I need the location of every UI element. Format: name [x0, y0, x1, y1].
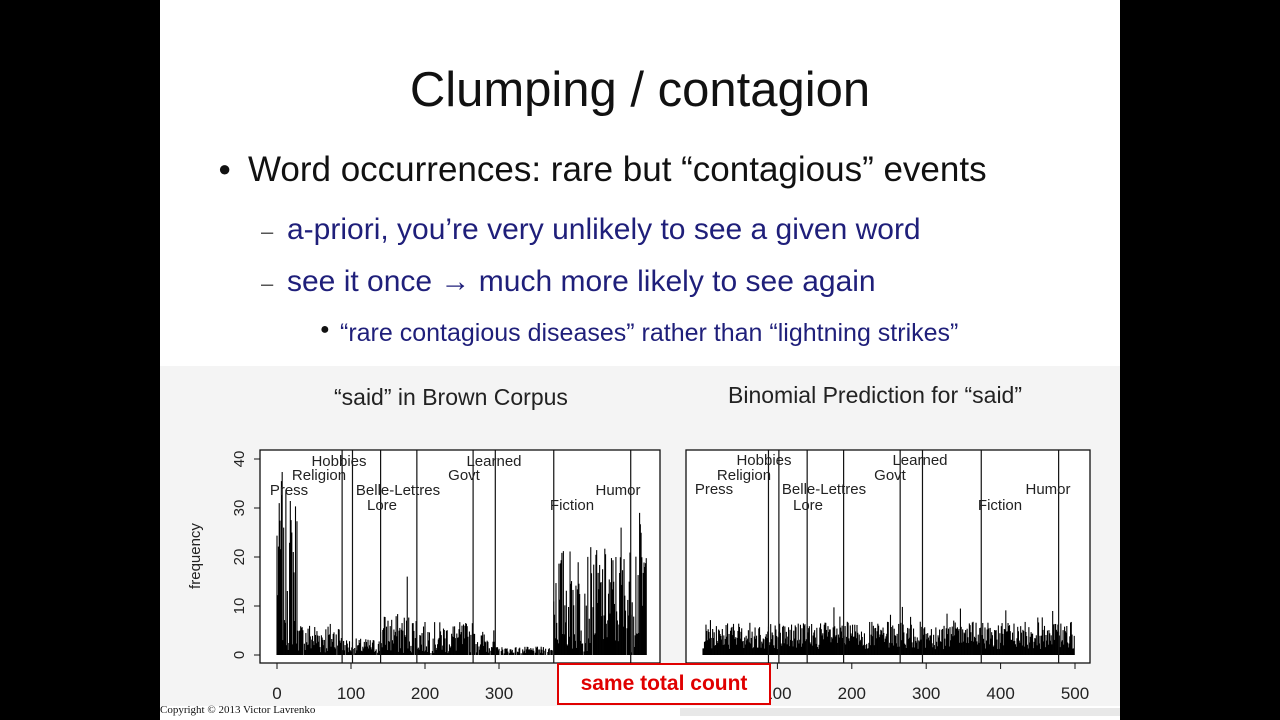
- bullet-dot-icon: ●: [320, 321, 330, 338]
- section-label: Fiction: [978, 497, 1022, 514]
- chart-2-title: Binomial Prediction for “said”: [728, 382, 1023, 408]
- section-label: Belle-Lettres: [356, 482, 440, 499]
- x-tick-label: 200: [838, 684, 866, 703]
- y-tick-label: 10: [231, 598, 248, 615]
- copyright: Copyright © 2013 Victor Lavrenko: [160, 704, 316, 716]
- y-tick-label: 0: [231, 651, 248, 659]
- sub-sub-bullet-1: ● “rare contagious diseases” rather than…: [320, 319, 959, 348]
- slide: Clumping / contagion ● Word occurrences:…: [160, 0, 1120, 720]
- sub-bullet-1: – a-priori, you’re very unlikely to see …: [261, 213, 921, 247]
- bullet-1-text: Word occurrences: rare but “contagious” …: [248, 150, 987, 189]
- x-tick-label: 400: [986, 684, 1014, 703]
- x-tick-label: 100: [337, 684, 365, 703]
- sub-bullet-2-text: see it once → much more likely to see ag…: [287, 265, 876, 298]
- sub-bullet-2: – see it once → much more likely to see …: [261, 265, 876, 299]
- x-tick-label: 300: [912, 684, 940, 703]
- section-label: Lore: [793, 497, 823, 514]
- charts-svg: PressReligionHobbiesLoreBelle-LettresGov…: [187, 449, 1091, 703]
- section-label: Religion: [717, 467, 771, 484]
- bullet-1: ● Word occurrences: rare but “contagious…: [218, 150, 987, 190]
- section-label: Belle-Lettres: [782, 481, 866, 498]
- section-label: Religion: [292, 467, 346, 484]
- bullet-dot-icon: ●: [218, 156, 232, 181]
- section-label: Humor: [595, 482, 640, 499]
- section-label: Learned: [892, 452, 947, 469]
- x-tick-label: 200: [411, 684, 439, 703]
- section-label: Lore: [367, 497, 397, 514]
- section-label: Learned: [466, 453, 521, 470]
- y-axis-label: frequency: [187, 523, 204, 589]
- section-label: Humor: [1025, 481, 1070, 498]
- bottom-bar: [680, 708, 1120, 716]
- dash-icon: –: [261, 271, 274, 296]
- section-label: Hobbies: [736, 452, 791, 469]
- same-total-count-callout: same total count: [557, 663, 771, 705]
- y-tick-label: 40: [231, 451, 248, 468]
- chart-1-title: “said” in Brown Corpus: [334, 384, 568, 410]
- y-tick-label: 30: [231, 500, 248, 517]
- y-tick-label: 20: [231, 549, 248, 566]
- sub-sub-bullet-1-text: “rare contagious diseases” rather than “…: [340, 319, 959, 347]
- x-tick-label: 0: [272, 684, 281, 703]
- section-label: Hobbies: [311, 453, 366, 470]
- sub-bullet-1-text: a-priori, you’re very unlikely to see a …: [287, 213, 921, 246]
- section-label: Press: [270, 482, 308, 499]
- dash-icon: –: [261, 219, 274, 244]
- slide-title: Clumping / contagion: [409, 63, 871, 117]
- x-tick-label: 300: [485, 684, 513, 703]
- section-label: Govt: [874, 467, 907, 484]
- x-tick-label: 500: [1061, 684, 1089, 703]
- section-label: Fiction: [550, 497, 594, 514]
- section-label: Govt: [448, 467, 481, 484]
- section-label: Press: [695, 481, 733, 498]
